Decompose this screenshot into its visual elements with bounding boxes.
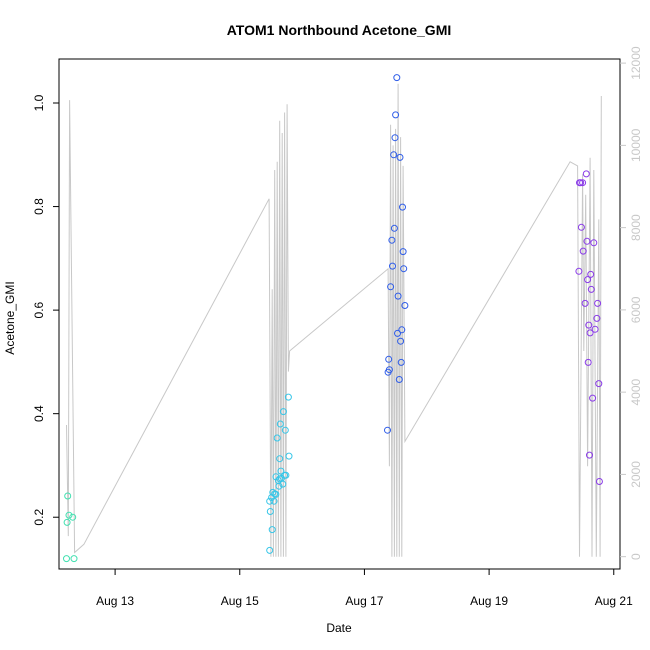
right-y-tick-label: 4000 — [629, 378, 643, 405]
data-point — [587, 285, 595, 293]
data-point — [591, 325, 599, 333]
data-point — [585, 321, 593, 329]
data-point — [63, 555, 70, 563]
data-point — [279, 408, 287, 416]
data-point — [595, 380, 603, 388]
x-axis: Aug 13 Aug 15 Aug 17 Aug 19 Aug 21 — [96, 569, 633, 608]
data-point — [394, 292, 402, 300]
data-point — [586, 329, 594, 337]
data-point — [266, 546, 274, 554]
data-point — [384, 426, 391, 434]
y-tick-label: 0.2 — [32, 509, 46, 526]
right-axis-line-path — [66, 83, 602, 557]
data-point — [584, 358, 592, 366]
data-point — [593, 314, 601, 322]
data-point — [389, 262, 396, 270]
data-point — [64, 492, 72, 500]
data-point — [577, 179, 585, 187]
data-point — [394, 329, 401, 337]
data-point — [285, 452, 293, 460]
data-point — [395, 376, 403, 383]
data-point — [586, 451, 593, 459]
data-point — [270, 497, 278, 505]
y-tick-label: 0.4 — [32, 405, 46, 422]
data-point — [268, 526, 276, 534]
data-point — [385, 366, 393, 374]
y-tick-label: 1.0 — [32, 94, 46, 111]
x-tick-label: Aug 19 — [470, 594, 508, 608]
x-tick-label: Aug 21 — [595, 594, 633, 608]
right-y-tick-label: 6000 — [629, 296, 643, 323]
plot-area — [58, 58, 621, 570]
data-point — [69, 513, 77, 521]
y-axis: 0.2 0.4 0.6 0.8 1.0 — [32, 94, 59, 526]
x-tick-label: Aug 17 — [345, 594, 383, 608]
data-point — [65, 511, 73, 519]
right-y-tick-label: 10000 — [629, 128, 643, 162]
data-point — [583, 237, 591, 245]
data-point — [579, 179, 587, 187]
data-point — [397, 337, 405, 345]
data-point — [396, 153, 404, 161]
data-point — [390, 151, 398, 159]
data-point — [590, 239, 598, 247]
data-point — [388, 236, 396, 244]
data-point — [577, 223, 585, 231]
data-point — [387, 283, 395, 291]
data-point — [579, 247, 587, 255]
right-y-tick-label: 12000 — [629, 46, 643, 80]
right-axis-series-line — [66, 83, 602, 557]
data-point — [272, 490, 280, 498]
data-point — [401, 302, 409, 309]
y-tick-label: 0.8 — [32, 198, 46, 215]
data-point — [400, 265, 408, 273]
data-point — [266, 508, 274, 515]
data-point — [398, 326, 406, 334]
data-point — [279, 480, 287, 488]
data-point — [276, 455, 284, 463]
x-tick-label: Aug 13 — [96, 594, 134, 608]
right-y-tick-label: 2000 — [629, 461, 643, 488]
data-point — [390, 224, 398, 232]
x-tick-label: Aug 15 — [221, 594, 259, 608]
right-y-tick-label: 8000 — [629, 214, 643, 241]
data-point — [581, 299, 589, 307]
y-tick-label: 0.6 — [32, 301, 46, 318]
data-point — [393, 74, 401, 82]
data-point — [266, 497, 274, 505]
data-point — [575, 267, 583, 275]
y-axis-label: Acetone_GMI — [3, 281, 17, 354]
data-point — [399, 248, 407, 256]
data-point — [582, 170, 590, 178]
data-point — [391, 134, 399, 142]
x-axis-label: Date — [326, 621, 352, 635]
data-point — [392, 111, 400, 119]
data-point — [584, 276, 592, 284]
data-point — [385, 355, 393, 363]
data-point — [399, 203, 406, 211]
data-point — [284, 393, 292, 401]
data-point — [595, 478, 603, 485]
data-point — [276, 420, 284, 428]
scatter-points — [63, 74, 603, 563]
data-point — [275, 482, 283, 490]
data-point — [273, 434, 281, 442]
data-point — [589, 394, 597, 402]
data-point — [282, 471, 290, 479]
data-point — [277, 467, 285, 475]
data-point — [587, 270, 595, 278]
data-point — [70, 555, 78, 563]
data-point — [594, 299, 602, 307]
data-point — [281, 426, 289, 434]
data-point — [63, 518, 71, 526]
chart-title: ATOM1 Northbound Acetone_GMI — [227, 22, 452, 38]
data-point — [397, 358, 405, 366]
right-y-tick-label: 0 — [629, 553, 643, 560]
right-y-axis: 0 2000 4000 6000 8000 10000 12000 — [620, 46, 643, 560]
